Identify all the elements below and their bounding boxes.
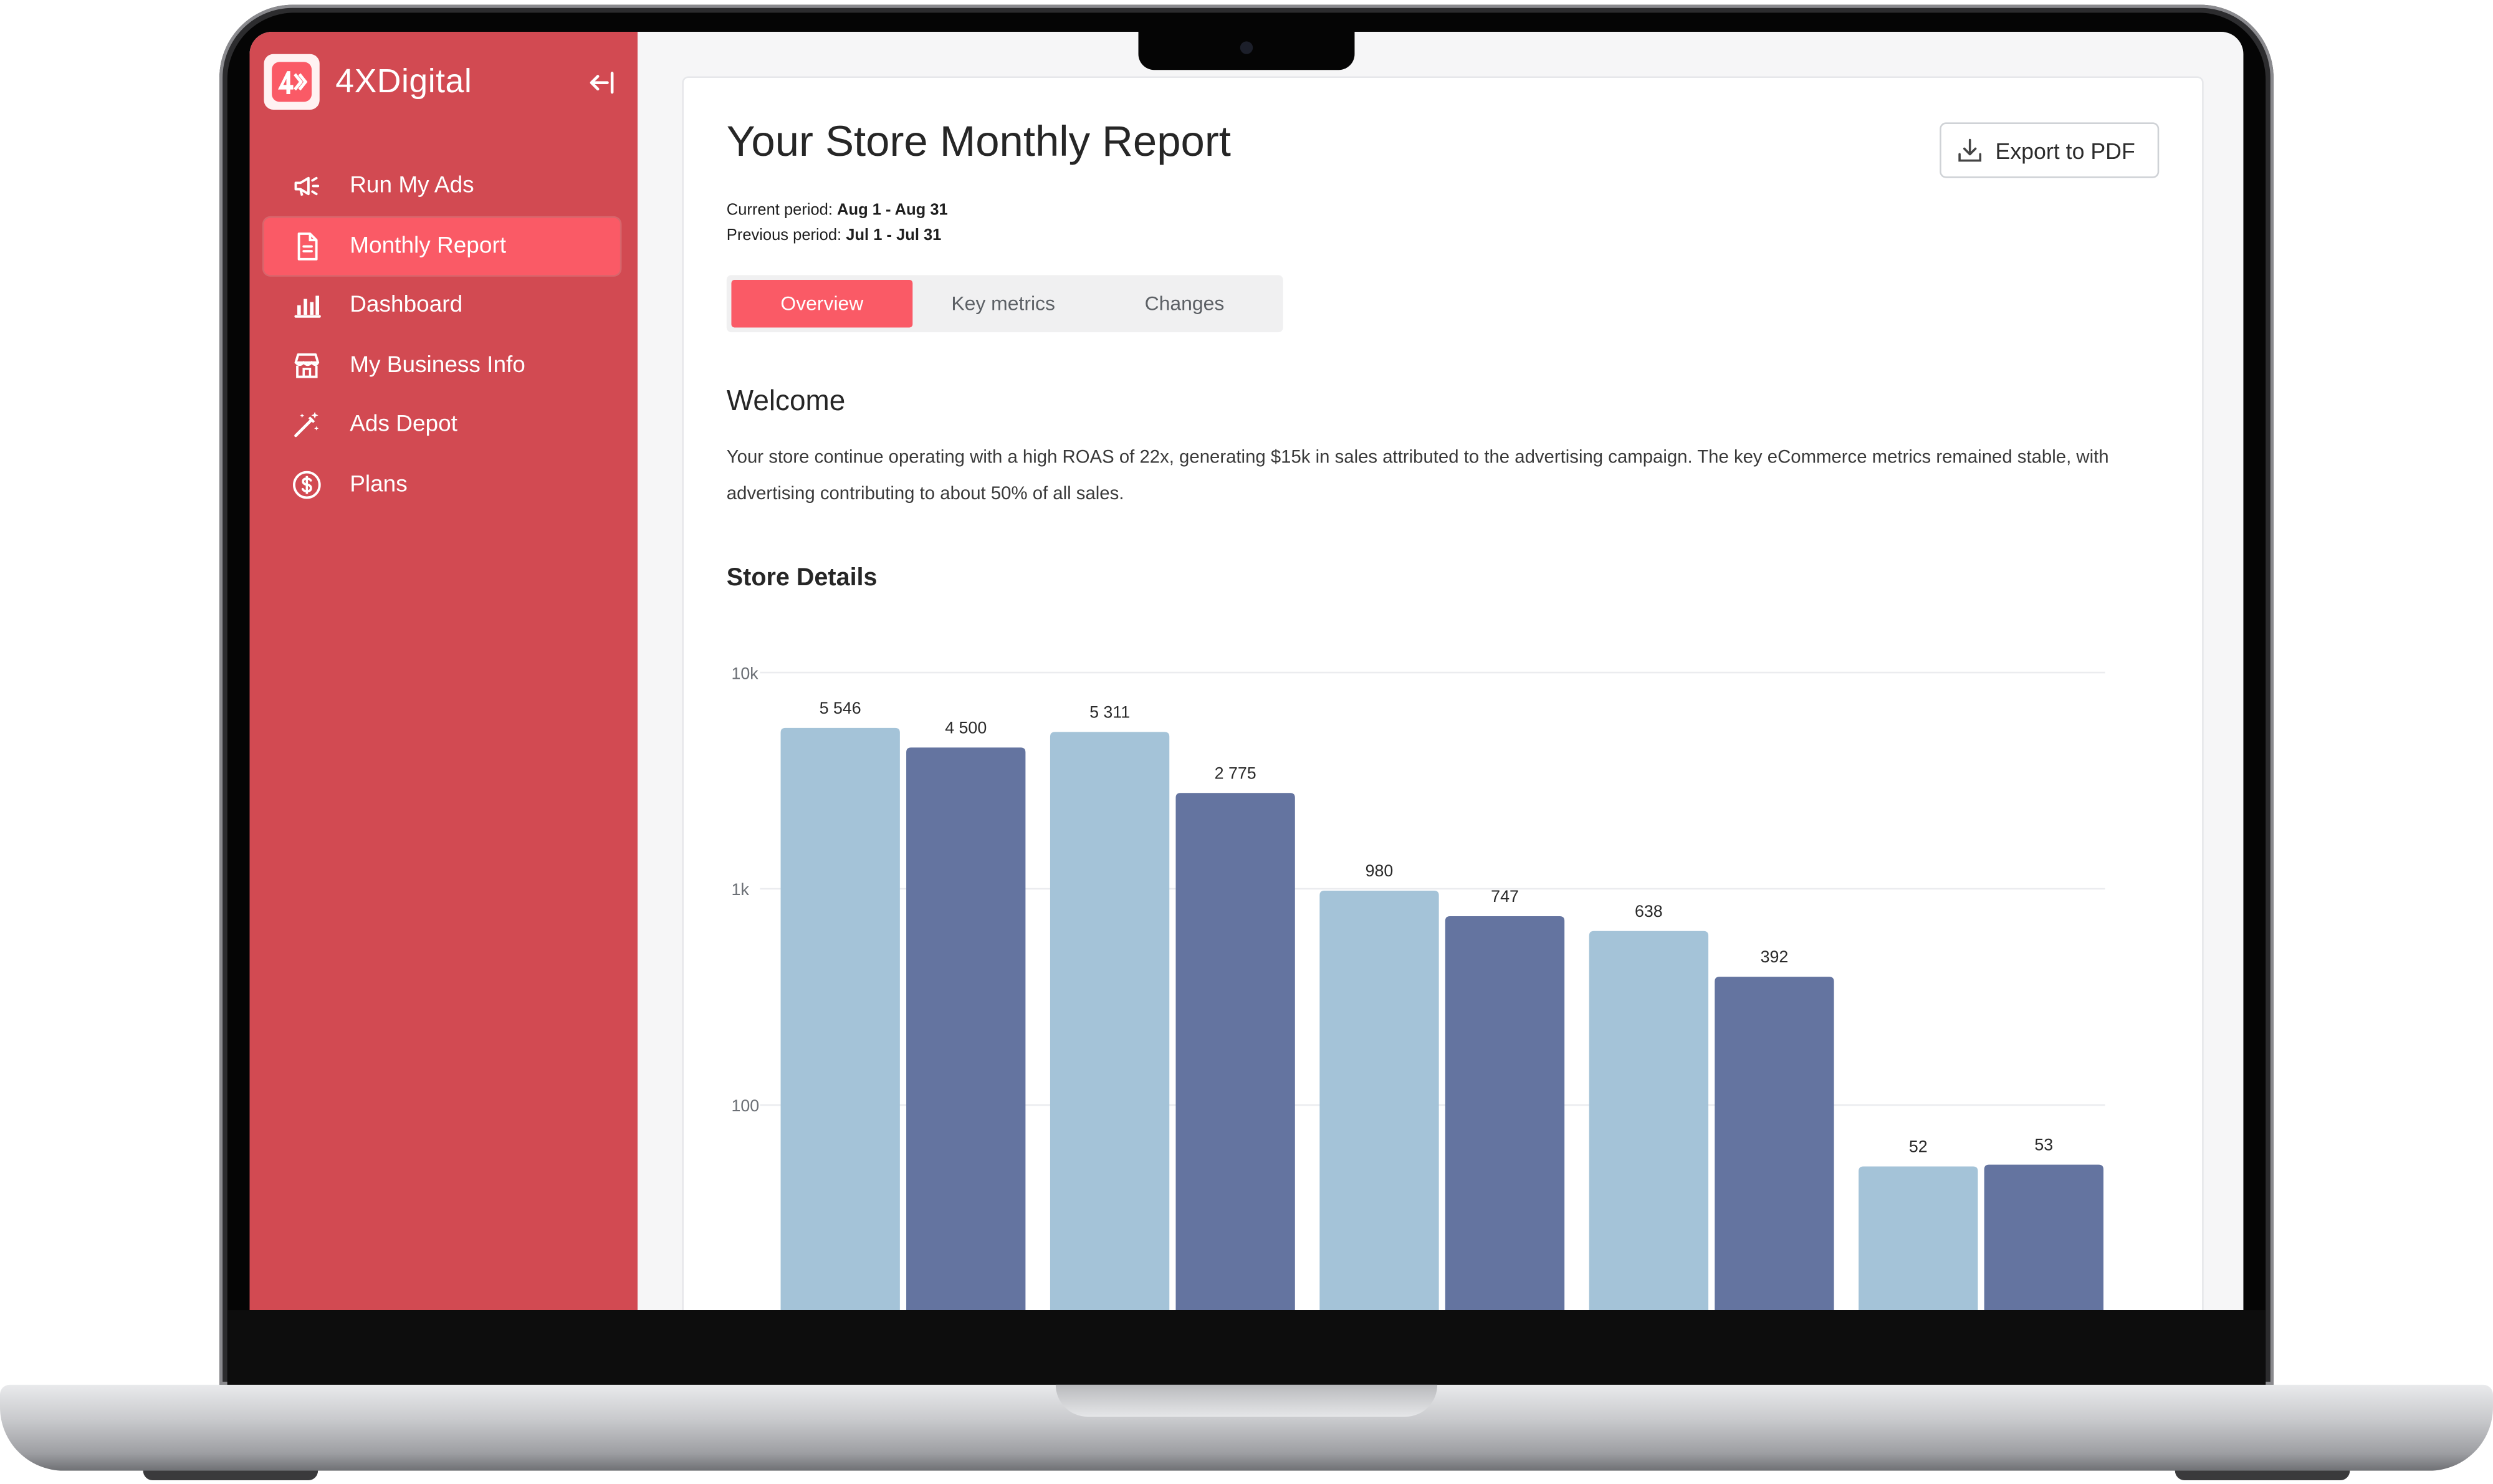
bar: [1859, 1166, 1978, 1311]
app-screen: 4XDigital Run My Ads: [249, 32, 2244, 1311]
bar: [1589, 931, 1709, 1311]
bar-chart-icon: [294, 295, 321, 318]
camera-icon: [1240, 41, 1253, 54]
y-tick-label: 100: [731, 1096, 759, 1115]
report-tabs: Overview Key metrics Changes: [726, 275, 1283, 333]
y-tick-label: 10k: [731, 664, 758, 682]
bar-value-label: 392: [1761, 947, 1789, 966]
export-pdf-button[interactable]: Export to PDF: [1940, 122, 2160, 178]
bar-value-label: 747: [1491, 887, 1519, 906]
magic-wand-icon: [294, 412, 319, 438]
sidebar-item-plans[interactable]: Plans: [264, 456, 620, 514]
tab-key-metrics[interactable]: Key metrics: [951, 292, 1055, 315]
sidebar-item-label: Plans: [350, 472, 408, 498]
bar-value-label: 638: [1635, 902, 1663, 921]
brand-name: 4XDigital: [335, 64, 472, 100]
camera-notch: [1138, 32, 1355, 70]
previous-period: Previous period: Jul 1 - Jul 31: [727, 227, 942, 245]
sidebar-item-label: My Business Info: [350, 352, 525, 378]
current-period-label: Current period:: [726, 201, 833, 220]
tab-changes[interactable]: Changes: [1144, 292, 1225, 315]
sidebar-item-label: Dashboard: [350, 292, 463, 318]
bar: [1319, 891, 1439, 1311]
sidebar-item-run-my-ads[interactable]: Run My Ads: [264, 158, 620, 215]
bar: [1445, 916, 1565, 1311]
store-icon: [294, 353, 320, 378]
download-icon: [1958, 138, 1982, 162]
megaphone-icon: [294, 176, 320, 196]
bar: [1715, 977, 1834, 1311]
sidebar-item-label: Run My Ads: [350, 173, 474, 199]
bar-value-label: 5 311: [1089, 702, 1130, 721]
page-title: Your Store Monthly Report: [726, 117, 1231, 166]
export-pdf-label: Export to PDF: [1995, 138, 2135, 164]
sidebar-item-monthly-report[interactable]: Monthly Report: [264, 217, 620, 275]
bar: [1175, 793, 1295, 1311]
tab-overview[interactable]: Overview: [731, 279, 913, 328]
sidebar-item-dashboard[interactable]: Dashboard: [264, 277, 620, 334]
sidebar: 4XDigital Run My Ads: [249, 32, 638, 1311]
welcome-heading: Welcome: [726, 385, 846, 417]
sidebar-item-my-business-info[interactable]: My Business Info: [264, 337, 620, 394]
bar-value-label: 5 546: [820, 699, 861, 717]
current-period: Current period: Aug 1 - Aug 31: [727, 202, 948, 219]
document-icon: [297, 232, 318, 260]
store-details-heading: Store Details: [726, 564, 878, 591]
logo[interactable]: [264, 54, 320, 110]
bar: [906, 747, 1026, 1311]
welcome-text: Your store continue operating with a hig…: [726, 448, 2109, 504]
bar-value-label: 53: [2034, 1136, 2053, 1154]
previous-period-value: Jul 1 - Jul 31: [846, 227, 942, 245]
bar-value-label: 980: [1366, 861, 1394, 880]
laptop-foot-left: [143, 1467, 318, 1480]
bar: [780, 727, 900, 1311]
bar: [1984, 1164, 2103, 1311]
dollar-circle-icon: [293, 471, 321, 499]
sidebar-item-ads-depot[interactable]: Ads Depot: [264, 396, 620, 454]
laptop-chin: [227, 1310, 2266, 1385]
bar-value-label: 2 775: [1215, 764, 1256, 782]
laptop-thumb-notch: [1055, 1384, 1438, 1417]
report-panel: Your Store Monthly Report Export to PDF …: [682, 76, 2204, 1311]
current-period-value: Aug 1 - Aug 31: [837, 201, 948, 220]
logo-icon: [272, 62, 312, 102]
bar-value-label: 52: [1909, 1137, 1928, 1156]
laptop-foot-right: [2175, 1467, 2350, 1480]
sidebar-item-label: Monthly Report: [350, 232, 507, 259]
sidebar-nav: Run My Ads Monthly Report: [264, 158, 620, 516]
sidebar-item-label: Ads Depot: [350, 412, 457, 438]
bar-value-label: 4 500: [945, 718, 987, 737]
collapse-left-icon[interactable]: [586, 67, 618, 98]
previous-period-label: Previous period:: [726, 227, 842, 245]
y-tick-label: 1k: [731, 880, 749, 899]
bar: [1050, 732, 1170, 1311]
